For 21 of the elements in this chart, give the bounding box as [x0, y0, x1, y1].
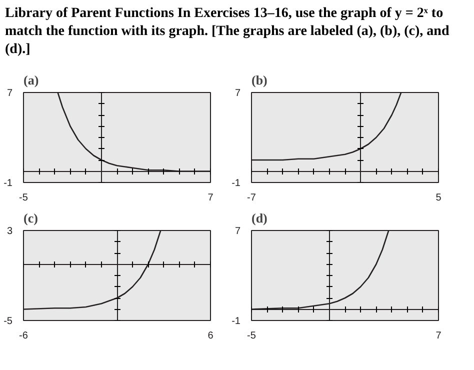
x-tick-label: -7 [247, 192, 256, 204]
x-tick-label: 5 [436, 192, 442, 204]
y-tick-label: -5 [4, 316, 13, 327]
x-tick-label: -5 [19, 192, 28, 204]
y-tick-label: -1 [232, 178, 241, 189]
chart-title: (b) [252, 72, 268, 88]
y-tick-label: -1 [4, 178, 13, 189]
x-tick-label: 7 [208, 192, 214, 204]
chart-title: (d) [252, 210, 268, 226]
x-tick-label: -6 [19, 330, 28, 342]
chart-title: (a) [24, 72, 39, 88]
y-tick-label: -1 [232, 316, 241, 327]
y-tick-label: 3 [6, 226, 13, 237]
x-tick-label: 6 [208, 330, 214, 342]
y-tick-label: 7 [6, 88, 13, 99]
x-tick-label: 7 [436, 330, 442, 342]
x-tick-label: -5 [247, 330, 256, 342]
text: Library of Parent Functions In Exercises 13–16, use the graph of y = 2ˣ to match the function with its graph. [The graphs are labeled (a), (b), (c), and (d).] [5, 5, 450, 60]
y-tick-label: 7 [234, 226, 241, 237]
y-tick-label: 7 [234, 88, 241, 99]
chart-title: (c) [24, 210, 38, 226]
